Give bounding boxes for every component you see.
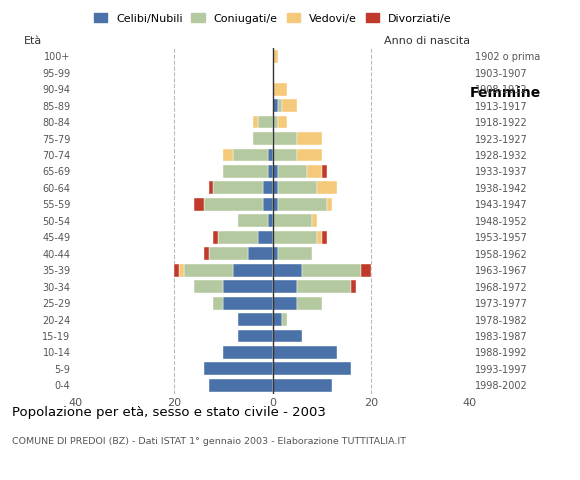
Bar bbox=[273, 148, 297, 161]
Bar bbox=[273, 50, 278, 63]
Bar bbox=[273, 165, 278, 178]
Bar bbox=[278, 116, 288, 129]
Bar bbox=[273, 346, 337, 359]
Bar bbox=[233, 148, 268, 161]
Bar bbox=[273, 181, 278, 194]
Bar bbox=[194, 198, 204, 211]
Bar bbox=[278, 165, 307, 178]
Bar bbox=[297, 280, 351, 293]
Bar bbox=[273, 116, 278, 129]
Bar bbox=[297, 148, 322, 161]
Bar bbox=[238, 215, 268, 227]
Bar bbox=[273, 379, 332, 392]
Bar bbox=[273, 330, 302, 342]
Bar bbox=[273, 264, 302, 276]
Bar bbox=[213, 181, 263, 194]
Bar bbox=[238, 330, 273, 342]
Bar bbox=[278, 198, 327, 211]
Bar bbox=[278, 99, 282, 112]
Bar bbox=[312, 215, 317, 227]
Bar bbox=[273, 132, 297, 145]
Bar bbox=[204, 247, 209, 260]
Bar bbox=[302, 264, 361, 276]
Bar bbox=[179, 264, 184, 276]
Bar bbox=[282, 313, 288, 326]
Bar bbox=[327, 198, 332, 211]
Bar bbox=[322, 165, 327, 178]
Bar bbox=[218, 231, 258, 244]
Bar bbox=[297, 297, 322, 310]
Bar bbox=[278, 247, 312, 260]
Bar bbox=[253, 116, 258, 129]
Bar bbox=[317, 231, 322, 244]
Bar bbox=[278, 181, 317, 194]
Bar bbox=[204, 362, 273, 375]
Bar bbox=[174, 264, 179, 276]
Bar bbox=[233, 264, 273, 276]
Bar bbox=[273, 83, 288, 96]
Bar bbox=[268, 215, 273, 227]
Bar bbox=[223, 148, 233, 161]
Bar bbox=[273, 99, 278, 112]
Text: Femmine: Femmine bbox=[470, 86, 541, 100]
Bar bbox=[317, 181, 337, 194]
Bar bbox=[184, 264, 233, 276]
Bar bbox=[268, 148, 273, 161]
Text: Età: Età bbox=[24, 36, 42, 46]
Bar bbox=[273, 280, 297, 293]
Bar bbox=[307, 165, 322, 178]
Bar bbox=[258, 116, 273, 129]
Bar bbox=[263, 181, 273, 194]
Bar bbox=[204, 198, 263, 211]
Text: Anno di nascita: Anno di nascita bbox=[384, 36, 470, 46]
Bar bbox=[273, 198, 278, 211]
Bar bbox=[273, 215, 312, 227]
Bar bbox=[248, 247, 273, 260]
Bar bbox=[223, 165, 268, 178]
Bar bbox=[238, 313, 273, 326]
Bar bbox=[263, 198, 273, 211]
Bar bbox=[223, 297, 273, 310]
Bar bbox=[273, 231, 317, 244]
Bar bbox=[209, 379, 273, 392]
Bar bbox=[258, 231, 273, 244]
Bar bbox=[322, 231, 327, 244]
Legend: Celibi/Nubili, Coniugati/e, Vedovi/e, Divorziati/e: Celibi/Nubili, Coniugati/e, Vedovi/e, Di… bbox=[89, 9, 456, 28]
Text: COMUNE DI PREDOI (BZ) - Dati ISTAT 1° gennaio 2003 - Elaborazione TUTTITALIA.IT: COMUNE DI PREDOI (BZ) - Dati ISTAT 1° ge… bbox=[12, 437, 405, 446]
Bar bbox=[223, 346, 273, 359]
Bar bbox=[213, 231, 219, 244]
Bar bbox=[273, 362, 351, 375]
Bar bbox=[223, 280, 273, 293]
Bar bbox=[273, 313, 282, 326]
Bar bbox=[297, 132, 322, 145]
Bar bbox=[209, 181, 213, 194]
Text: Popolazione per età, sesso e stato civile - 2003: Popolazione per età, sesso e stato civil… bbox=[12, 406, 325, 419]
Bar bbox=[273, 297, 297, 310]
Bar bbox=[253, 132, 273, 145]
Bar bbox=[273, 247, 278, 260]
Bar bbox=[209, 247, 248, 260]
Bar bbox=[351, 280, 356, 293]
Bar bbox=[268, 165, 273, 178]
Bar bbox=[361, 264, 371, 276]
Bar bbox=[194, 280, 223, 293]
Bar bbox=[282, 99, 298, 112]
Bar bbox=[213, 297, 223, 310]
